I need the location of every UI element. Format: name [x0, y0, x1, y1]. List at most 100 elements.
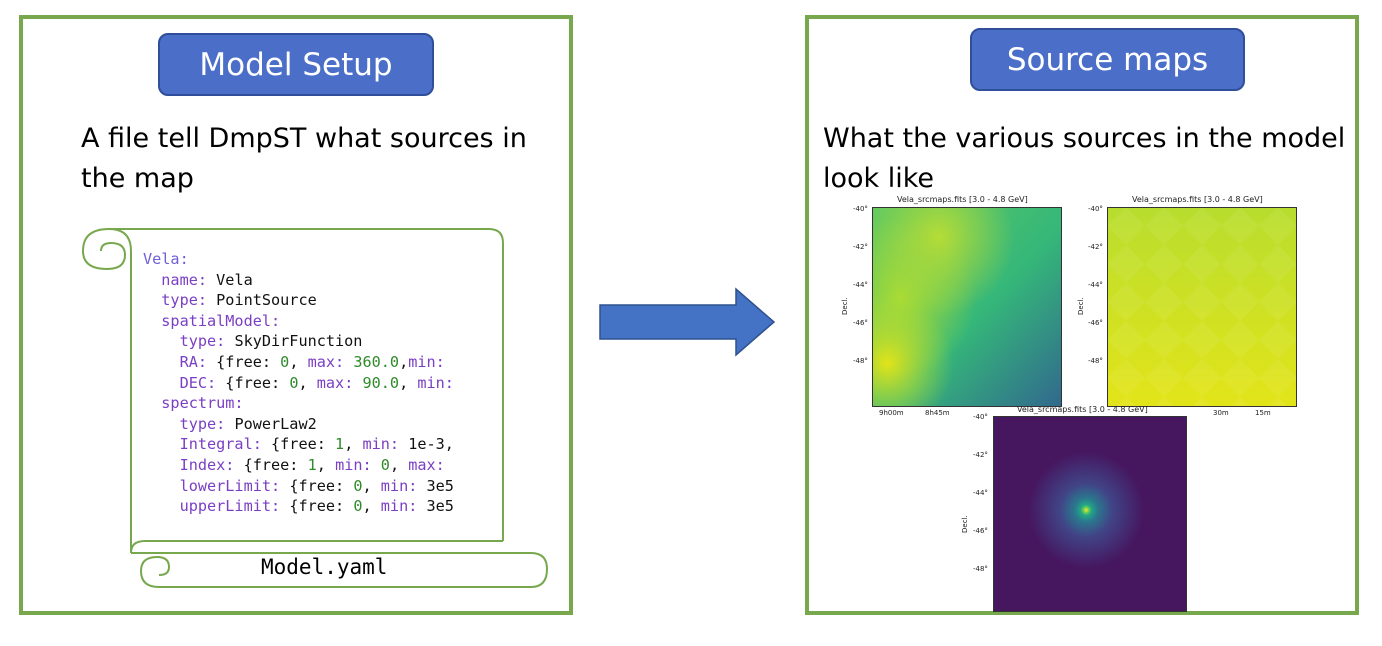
- source-maps-description: What the various sources in the model lo…: [823, 123, 1346, 194]
- yaml-line: DEC: {free: 0, max: 90.0, min:: [143, 373, 454, 394]
- map-xtick: 15m: [1255, 409, 1271, 417]
- yaml-line: type: PointSource: [143, 290, 454, 311]
- source-map-isotropic: Vela_srcmaps.fits [3.0 - 4.8 GeV] Decl. …: [1075, 195, 1305, 417]
- yaml-line: spectrum:: [143, 393, 454, 414]
- map-ytick: -40°: [1088, 205, 1103, 213]
- yaml-token: Vela:: [143, 250, 189, 268]
- yaml-line: spatialModel:: [143, 311, 454, 332]
- map-title: Vela_srcmaps.fits [3.0 - 4.8 GeV]: [897, 195, 1028, 204]
- yaml-token: 0: [280, 352, 290, 371]
- map-ytick: -44°: [1088, 281, 1103, 289]
- source-maps-panel: Source maps What the various sources in …: [805, 15, 1359, 615]
- yaml-token: ,: [344, 435, 363, 454]
- yaml-token: type:: [143, 414, 235, 433]
- yaml-line: type: PowerLaw2: [143, 414, 454, 435]
- yaml-token: min:: [417, 373, 454, 392]
- yaml-token: {free:: [271, 435, 336, 454]
- yaml-code-block: Vela: name: Vela type: PointSource spati…: [143, 249, 454, 517]
- yaml-token: max:: [307, 352, 354, 371]
- yaml-token: upperLimit:: [143, 497, 290, 516]
- filename-label: Model.yaml: [261, 555, 388, 579]
- yaml-token: 3e5: [426, 476, 454, 495]
- map-ytick: -42°: [853, 243, 868, 251]
- yaml-token: min:: [380, 476, 427, 495]
- map-ytick: -46°: [973, 527, 988, 535]
- yaml-line: Integral: {free: 1, min: 1e-3,: [143, 434, 454, 455]
- yaml-token: min:: [408, 352, 445, 371]
- yaml-token: SkyDirFunction: [234, 332, 363, 351]
- yaml-token: {free:: [243, 455, 308, 474]
- map-ytick: -44°: [973, 489, 988, 497]
- yaml-token: ,: [362, 476, 381, 495]
- yaml-token: {free:: [216, 352, 281, 371]
- yaml-line: Vela:: [143, 249, 454, 270]
- yaml-token: {free:: [289, 476, 354, 495]
- map-ytick: -46°: [853, 319, 868, 327]
- map-title: Vela_srcmaps.fits [3.0 - 4.8 GeV]: [1017, 405, 1148, 414]
- yaml-token: ,: [289, 352, 308, 371]
- yaml-token: type:: [143, 332, 235, 351]
- map-xtick: 30m: [1213, 409, 1229, 417]
- source-map-point-source: Vela_srcmaps.fits [3.0 - 4.8 GeV] Decl. …: [949, 405, 1189, 615]
- map-ytick: -44°: [853, 281, 868, 289]
- yaml-token: type:: [143, 291, 217, 310]
- yaml-line: RA: {free: 0, max: 360.0,min:: [143, 352, 454, 373]
- yaml-token: ,: [389, 455, 409, 474]
- source-map-diffuse: Vela_srcmaps.fits [3.0 - 4.8 GeV] Decl. …: [839, 195, 1064, 417]
- model-setup-description: A file tell DmpST what sources in the ma…: [81, 123, 527, 194]
- yaml-token: max:: [408, 455, 445, 474]
- yaml-line: upperLimit: {free: 0, min: 3e5: [143, 496, 454, 517]
- map-ytick: -48°: [1088, 357, 1103, 365]
- yaml-token: lowerLimit:: [143, 476, 290, 495]
- model-setup-title: Model Setup: [158, 33, 434, 96]
- yaml-token: 360.0: [353, 352, 400, 371]
- yaml-token: 90.0: [362, 373, 400, 392]
- yaml-token: 0: [289, 373, 299, 392]
- map-image: [993, 416, 1187, 612]
- yaml-token: max:: [316, 373, 363, 392]
- yaml-token: 0: [353, 497, 363, 516]
- yaml-token: {free:: [289, 497, 354, 516]
- yaml-token: 3e5: [426, 497, 454, 516]
- map-xtick: 8h45m: [925, 409, 950, 417]
- map-image: [872, 207, 1062, 407]
- yaml-token: Vela: [216, 270, 253, 289]
- yaml-token: {free:: [225, 373, 290, 392]
- yaml-token: ,: [298, 373, 317, 392]
- source-maps-title: Source maps: [970, 28, 1245, 91]
- model-setup-panel: Model Setup A file tell DmpST what sourc…: [19, 15, 573, 615]
- map-ytick: -40°: [853, 205, 868, 213]
- yaml-token: Index:: [143, 455, 244, 474]
- yaml-token: 1: [335, 435, 345, 454]
- map-ytick: -40°: [973, 413, 988, 421]
- map-ylabel: Decl.: [1077, 297, 1085, 315]
- map-ylabel: Decl.: [961, 515, 969, 533]
- map-image: [1107, 207, 1297, 407]
- yaml-token: ,: [399, 352, 409, 371]
- yaml-token: min:: [335, 455, 381, 474]
- yaml-token: 0: [380, 455, 390, 474]
- scroll-icon: [81, 228, 549, 588]
- yaml-line: Index: {free: 1, min: 0, max:: [143, 455, 454, 476]
- map-title: Vela_srcmaps.fits [3.0 - 4.8 GeV]: [1132, 195, 1263, 204]
- yaml-token: ,: [316, 455, 336, 474]
- yaml-token: PointSource: [216, 291, 317, 310]
- map-ytick: -48°: [853, 357, 868, 365]
- yaml-token: ,: [362, 497, 381, 516]
- yaml-token: 0: [353, 476, 363, 495]
- map-ytick: -42°: [973, 451, 988, 459]
- yaml-token: Integral:: [143, 435, 272, 454]
- map-ytick: -48°: [973, 565, 988, 573]
- yaml-token: min:: [380, 497, 427, 516]
- yaml-token: ,: [399, 373, 418, 392]
- yaml-line: lowerLimit: {free: 0, min: 3e5: [143, 476, 454, 497]
- right-arrow-icon: [599, 287, 776, 357]
- yaml-line: name: Vela: [143, 270, 454, 291]
- yaml-token: DEC:: [143, 373, 226, 392]
- map-ylabel: Decl.: [841, 297, 849, 315]
- yaml-token: RA:: [143, 352, 217, 371]
- map-xtick: 9h00m: [879, 409, 904, 417]
- yaml-token: 1: [307, 455, 317, 474]
- yaml-token: name:: [143, 270, 217, 289]
- map-ytick: -42°: [1088, 243, 1103, 251]
